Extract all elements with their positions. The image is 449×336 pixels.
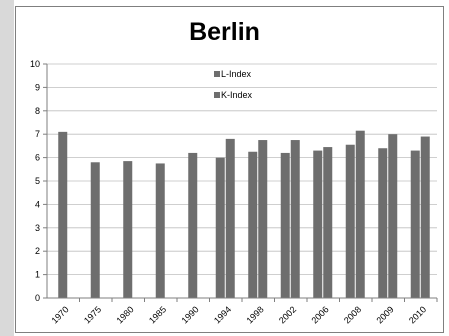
y-tick-label: 10: [30, 59, 40, 69]
bar-l-index-2006: [313, 150, 323, 298]
bar-l-index-1980: [123, 161, 133, 298]
bar-k-index-2010: [420, 136, 430, 298]
x-tick-label: 1998: [244, 304, 265, 325]
x-tick-label: 1970: [49, 304, 70, 325]
y-tick-label: 8: [35, 106, 40, 116]
y-tick-label: 9: [35, 82, 40, 92]
bar-l-index-1990: [188, 152, 198, 298]
y-tick-label: 4: [35, 199, 40, 209]
x-tick-labels: 1970 1975 1980 1985 1990 1994 1998 2002 2006 2008…: [49, 304, 428, 325]
bar-l-index-1970: [58, 131, 68, 298]
bar-k-index-2002: [290, 140, 300, 298]
y-tick-label: 6: [35, 153, 40, 163]
y-tick-label: 3: [35, 223, 40, 233]
x-tick-label: 1975: [82, 304, 103, 325]
bars: [58, 130, 430, 298]
bar-l-index-1975: [90, 162, 100, 298]
x-tick-label: 1980: [114, 304, 135, 325]
bar-k-index-2008: [355, 130, 365, 298]
bar-l-index-2009: [378, 148, 388, 298]
axes: [43, 63, 438, 302]
y-tick-label: 5: [35, 176, 40, 186]
x-tick-label: 1990: [179, 304, 200, 325]
x-tick-label: 2009: [374, 304, 395, 325]
legend-label: K-Index: [221, 90, 253, 100]
bar-l-index-2002: [280, 152, 290, 298]
y-tick-labels: 0 1 2 3 4 5 6 7 8 9 10: [30, 59, 40, 303]
legend-swatch: [214, 71, 220, 77]
x-tick-label: 2010: [407, 304, 428, 325]
y-tick-label: 0: [35, 293, 40, 303]
x-tick-label: 1985: [147, 304, 168, 325]
legend-swatch: [214, 92, 220, 98]
bar-l-index-1985: [155, 163, 165, 298]
y-tick-label: 2: [35, 246, 40, 256]
bar-k-index-1998: [258, 140, 268, 298]
bar-l-index-1994: [215, 157, 225, 298]
x-tick-label: 1994: [212, 304, 233, 325]
x-tick-label: 2002: [277, 304, 298, 325]
legend-label: L-Index: [221, 69, 252, 79]
y-tick-label: 1: [35, 270, 40, 280]
bar-l-index-2010: [410, 150, 420, 298]
chart-title: Berlin: [189, 18, 260, 46]
legend: L-Index K-Index: [214, 69, 253, 100]
bar-l-index-2008: [345, 144, 355, 298]
x-tick-label: 2008: [342, 304, 363, 325]
gridlines: [47, 63, 437, 276]
bar-k-index-2009: [388, 134, 398, 298]
bar-k-index-2006: [323, 147, 333, 298]
bar-k-index-1994: [225, 138, 235, 298]
bar-l-index-1998: [248, 151, 258, 298]
y-tick-label: 7: [35, 129, 40, 139]
x-tick-label: 2006: [309, 304, 330, 325]
window-edge-strip: [0, 0, 14, 336]
